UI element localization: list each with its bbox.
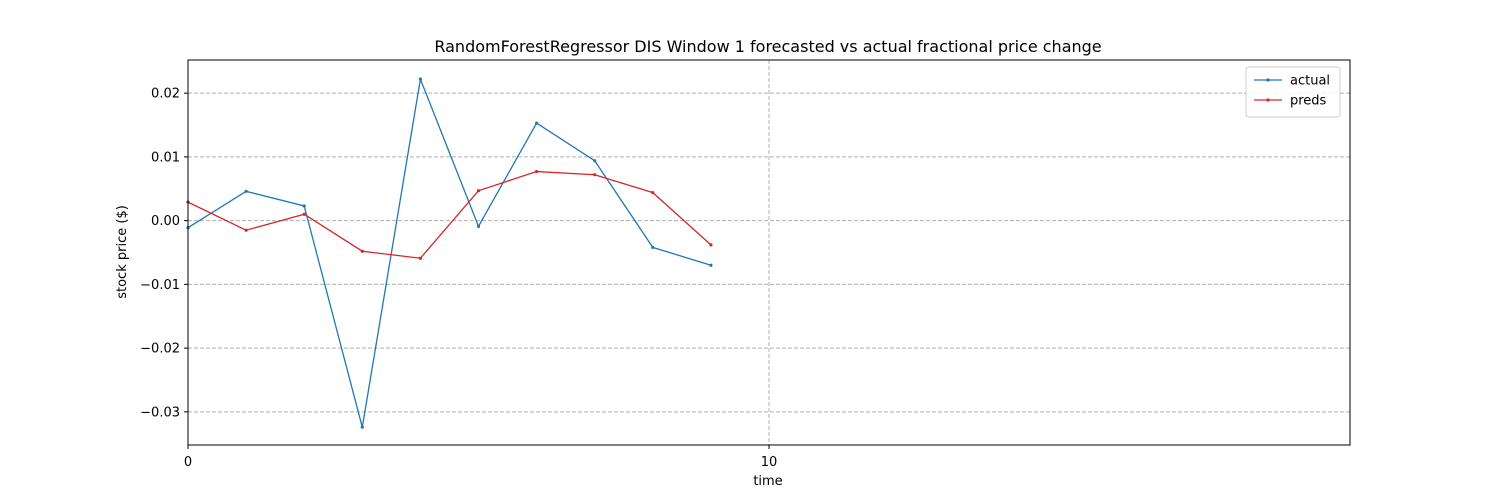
data-point-preds	[244, 228, 248, 232]
legend-label-preds: preds	[1290, 94, 1327, 109]
x-axis-label: time	[753, 474, 782, 489]
legend-label-actual: actual	[1290, 74, 1330, 89]
data-point-preds	[535, 169, 539, 174]
y-axis-label: stock price ($)	[115, 205, 130, 299]
chart-title: RandomForestRegressor DIS Window 1 forec…	[434, 37, 1101, 56]
y-tick-label: −0.01	[140, 278, 180, 293]
data-point-preds	[476, 189, 481, 193]
y-tick-label: 0.01	[151, 150, 180, 165]
data-point-preds	[651, 190, 655, 195]
legend: actual preds	[1245, 66, 1341, 118]
y-tick-label: −0.03	[140, 405, 180, 420]
series-line-actual	[187, 76, 712, 428]
y-tick-label: 0.00	[151, 214, 180, 229]
y-tick-label: 0.02	[151, 87, 180, 102]
series-layer	[186, 76, 713, 429]
data-point-actual	[418, 77, 422, 81]
data-point-actual	[651, 245, 655, 250]
legend-marker-actual	[1266, 78, 1270, 82]
data-point-preds	[418, 256, 422, 260]
data-point-actual	[535, 121, 539, 125]
legend-marker-preds	[1266, 98, 1270, 102]
data-point-actual	[476, 224, 481, 228]
data-point-actual	[360, 425, 364, 429]
data-point-actual	[302, 204, 306, 208]
data-point-preds	[302, 212, 306, 216]
x-tick-label: 10	[761, 455, 778, 470]
ticks: −0.03 −0.02 −0.01 0.00 0.01 0.02 0 10	[140, 87, 777, 470]
data-point-actual	[593, 159, 597, 163]
data-point-actual	[244, 189, 248, 193]
data-point-preds	[709, 243, 713, 247]
y-tick-label: −0.02	[140, 342, 180, 357]
data-point-preds	[593, 173, 597, 177]
series-line-preds	[187, 170, 712, 259]
data-point-preds	[360, 249, 364, 253]
x-tick-label: 0	[184, 455, 192, 470]
data-point-actual	[709, 263, 713, 267]
